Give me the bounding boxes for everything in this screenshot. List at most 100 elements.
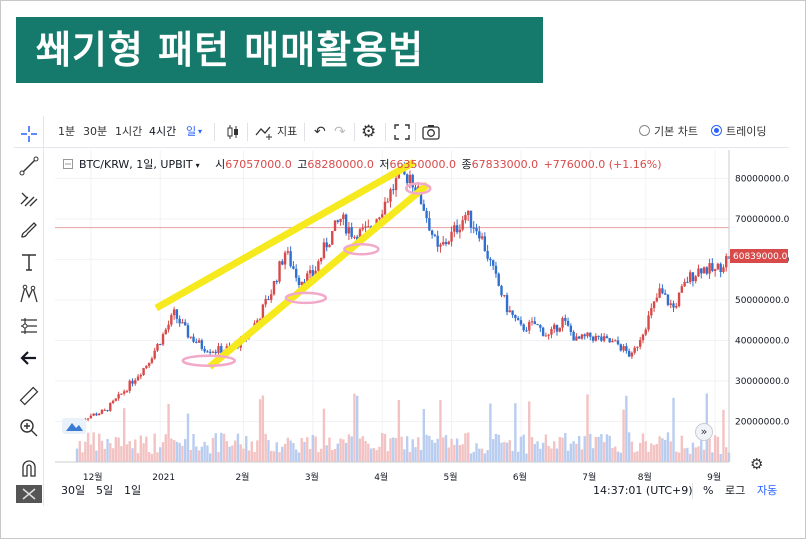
volume-bar <box>525 453 528 462</box>
symbol-label[interactable]: BTC/KRW, 1일, UPBIT <box>79 158 193 171</box>
volume-bar <box>447 447 450 462</box>
candle-body <box>294 268 298 278</box>
candle-type-icon[interactable] <box>225 124 241 140</box>
volume-bar <box>344 442 348 462</box>
interval-dropdown-icon[interactable]: ▾ <box>198 127 203 136</box>
volume-bar <box>95 450 98 462</box>
range-5d-button[interactable]: 5일 <box>96 484 114 497</box>
candle-body <box>153 350 156 359</box>
scroll-right-icon[interactable]: » <box>695 423 713 441</box>
volume-bar <box>641 433 645 462</box>
arrow-left-icon[interactable] <box>19 348 39 368</box>
volume-bar <box>281 446 284 462</box>
text-icon[interactable] <box>19 252 39 272</box>
candle-body <box>622 346 625 351</box>
lock-tool-button[interactable] <box>16 485 42 503</box>
fib-icon[interactable] <box>19 188 39 208</box>
pattern-icon[interactable] <box>19 284 39 304</box>
candle-body <box>220 346 223 354</box>
range-30d-button[interactable]: 30일 <box>61 484 86 497</box>
view-basic-radio[interactable]: 기본 차트 <box>639 116 698 148</box>
volume-bar <box>350 436 353 462</box>
volume-bar <box>86 432 90 462</box>
candle-body <box>411 174 414 188</box>
candle-body <box>339 218 342 222</box>
volume-bar <box>661 438 664 462</box>
candle-body <box>480 236 484 239</box>
tradingview-logo <box>62 418 86 434</box>
candle-body <box>331 230 334 245</box>
auto-scale-toggle[interactable]: 자동 <box>757 484 778 497</box>
volume-bar <box>211 437 215 462</box>
trendline-icon[interactable] <box>19 156 39 176</box>
candle-body <box>311 270 315 278</box>
axis-settings-icon[interactable]: ⚙ <box>750 455 764 473</box>
volume-bar <box>342 439 345 462</box>
candle-body <box>120 393 123 395</box>
magnet-icon[interactable] <box>19 458 39 478</box>
zoom-in-icon[interactable] <box>19 418 39 438</box>
indicators-button[interactable]: 지표 <box>277 125 298 138</box>
volume-bar <box>336 443 339 462</box>
view-tradingview-radio[interactable]: 트레이딩 <box>711 116 766 148</box>
pivot-highlight <box>343 243 380 256</box>
settings-icon[interactable]: ⚙ <box>361 122 377 142</box>
percent-toggle[interactable]: % <box>703 484 714 497</box>
candle-body <box>189 336 192 338</box>
fullscreen-icon[interactable] <box>394 124 410 140</box>
candle-body <box>161 334 165 345</box>
candle-body <box>217 346 220 354</box>
candle-body <box>147 362 151 366</box>
interval-1h-button[interactable]: 1시간 <box>115 125 143 138</box>
volume-bar <box>553 441 556 462</box>
range-1d-button[interactable]: 1일 <box>124 484 142 497</box>
undo-icon[interactable]: ↶ <box>314 124 326 140</box>
volume-bar <box>433 442 437 462</box>
volume-bar <box>128 441 131 462</box>
volume-bar <box>256 440 259 462</box>
price-chart[interactable]: 20000000.0 30000000.0 40000000.0 50000000.0… <box>55 150 790 507</box>
ruler-icon[interactable] <box>19 386 39 406</box>
wedge-upper-line <box>154 159 416 312</box>
chevron-down-icon[interactable]: ▾ <box>195 161 200 170</box>
candle-body <box>505 295 509 313</box>
volume-bar <box>647 451 650 462</box>
candle-body <box>270 294 273 300</box>
axes: 20000000.0 30000000.0 40000000.0 50000000.0… <box>55 150 790 483</box>
price-tick-label: 80000000.0 <box>735 174 789 184</box>
volume-bar <box>156 452 159 462</box>
redo-icon[interactable]: ↷ <box>334 124 346 140</box>
candle-body <box>583 334 586 337</box>
interval-30m-button[interactable]: 30분 <box>83 125 108 138</box>
volume-bar <box>372 447 376 462</box>
volume-bar <box>308 448 312 462</box>
volume-bar <box>339 438 342 462</box>
interval-1d-button[interactable]: 일 <box>186 125 197 138</box>
time-tick-label: 3월 <box>305 471 319 483</box>
candle-body <box>289 251 292 267</box>
candle-body <box>430 230 434 235</box>
log-toggle[interactable]: 로그 <box>725 484 746 497</box>
legend-collapse-icon[interactable] <box>63 159 73 169</box>
volume-bar <box>658 436 661 462</box>
chart-canvas[interactable]: 20000000.0 30000000.0 40000000.0 50000000.0… <box>55 150 790 507</box>
bottom-bar: 30일 5일 1일 14:37:01 (UTC+9) % 로그 자동 <box>14 477 789 505</box>
brush-icon[interactable] <box>19 220 39 240</box>
crosshair-icon[interactable] <box>19 124 39 144</box>
interval-1m-button[interactable]: 1분 <box>58 125 76 138</box>
candle-body <box>408 174 412 184</box>
volume-bar <box>702 449 706 462</box>
volume-bar <box>655 443 659 462</box>
volume-bar <box>239 444 242 462</box>
measure-icon[interactable] <box>19 316 39 336</box>
indicator-icon[interactable] <box>255 124 275 140</box>
camera-icon[interactable] <box>422 124 440 140</box>
volume-bar <box>300 438 303 462</box>
interval-4h-button[interactable]: 4시간 <box>149 125 177 138</box>
volume-bar <box>639 443 642 462</box>
volume-bar <box>125 444 129 462</box>
candle-body <box>86 418 90 420</box>
candle-body <box>405 174 409 184</box>
candle-body <box>591 336 595 341</box>
volume-bar <box>716 436 720 462</box>
